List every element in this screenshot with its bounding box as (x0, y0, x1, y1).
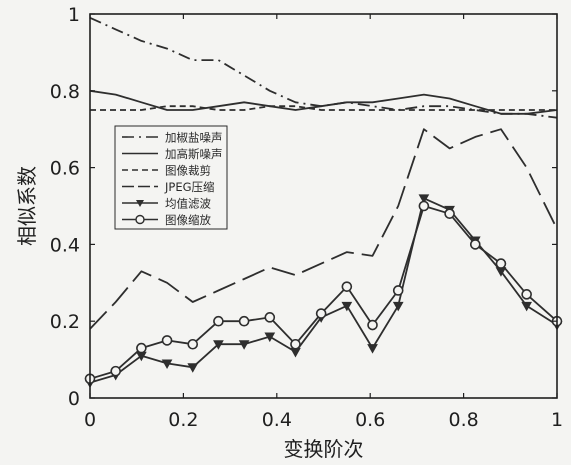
x-tick-label: 0 (84, 409, 96, 431)
series-5-point (521, 301, 532, 312)
legend-label: 加高斯噪声 (165, 147, 223, 161)
y-tick-label: 1 (68, 4, 80, 26)
y-axis-label: 相似系数 (15, 166, 39, 246)
series-6-point (521, 289, 532, 300)
series-6-point (238, 315, 250, 327)
legend-label: JPEG压缩 (164, 180, 215, 194)
series-5-point (264, 332, 276, 343)
x-tick-label: 0.4 (262, 409, 292, 431)
series-5-point (392, 301, 404, 312)
series-6-point (110, 365, 121, 377)
y-tick-label: 0.4 (50, 234, 80, 256)
x-tick-label: 0.8 (448, 409, 478, 431)
legend-marker (136, 200, 144, 207)
legend-label: 图像裁剪 (165, 164, 211, 178)
legend-label: 加椒盐噪声 (165, 131, 223, 145)
series-6-point (136, 342, 147, 354)
y-tick-label: 0.6 (50, 158, 80, 180)
series-6-point (444, 208, 455, 219)
x-axis-label: 变换阶次 (284, 437, 364, 461)
series-6-point (392, 285, 404, 296)
y-tick-label: 0 (68, 388, 80, 410)
plot-frame (89, 13, 558, 399)
series-6-point (264, 312, 276, 323)
series-layer (84, 16, 563, 389)
series-6-point (213, 315, 224, 327)
series-5-point (213, 340, 224, 350)
legend-label: 图像缩放 (165, 213, 211, 227)
series-5-point (341, 301, 353, 312)
x-tick-label: 1 (551, 409, 563, 431)
series-6-point (187, 338, 199, 350)
series-6-point (341, 281, 353, 292)
series-6-point (161, 335, 173, 346)
series-5-point (367, 344, 378, 354)
series-6-point (418, 200, 430, 212)
series-6-point (367, 319, 378, 331)
series-6-point (495, 258, 507, 269)
series-line-2 (89, 89, 558, 115)
series-5-point (161, 359, 173, 369)
legend-box (114, 125, 228, 230)
series-5-point (418, 194, 430, 204)
legend-label: 均值滤波 (165, 197, 211, 211)
series-5-point (187, 363, 199, 373)
series-6-point (290, 338, 301, 350)
ticks-layer: 0 0.2 0.4 0.6 0.8 1 0 0.2 0.4 0.6 0.8 1 (50, 4, 563, 431)
series-5-point (238, 340, 250, 350)
series-6-point (315, 308, 327, 319)
y-tick-label: 0.2 (50, 311, 80, 333)
y-tick-label: 0.8 (50, 81, 80, 103)
x-tick-label: 0.6 (355, 409, 385, 431)
x-tick-label: 0.2 (168, 409, 198, 431)
legend-marker (135, 214, 145, 225)
series-line-4 (89, 128, 558, 330)
series-6-point (469, 239, 481, 250)
series-line-3 (90, 105, 557, 111)
